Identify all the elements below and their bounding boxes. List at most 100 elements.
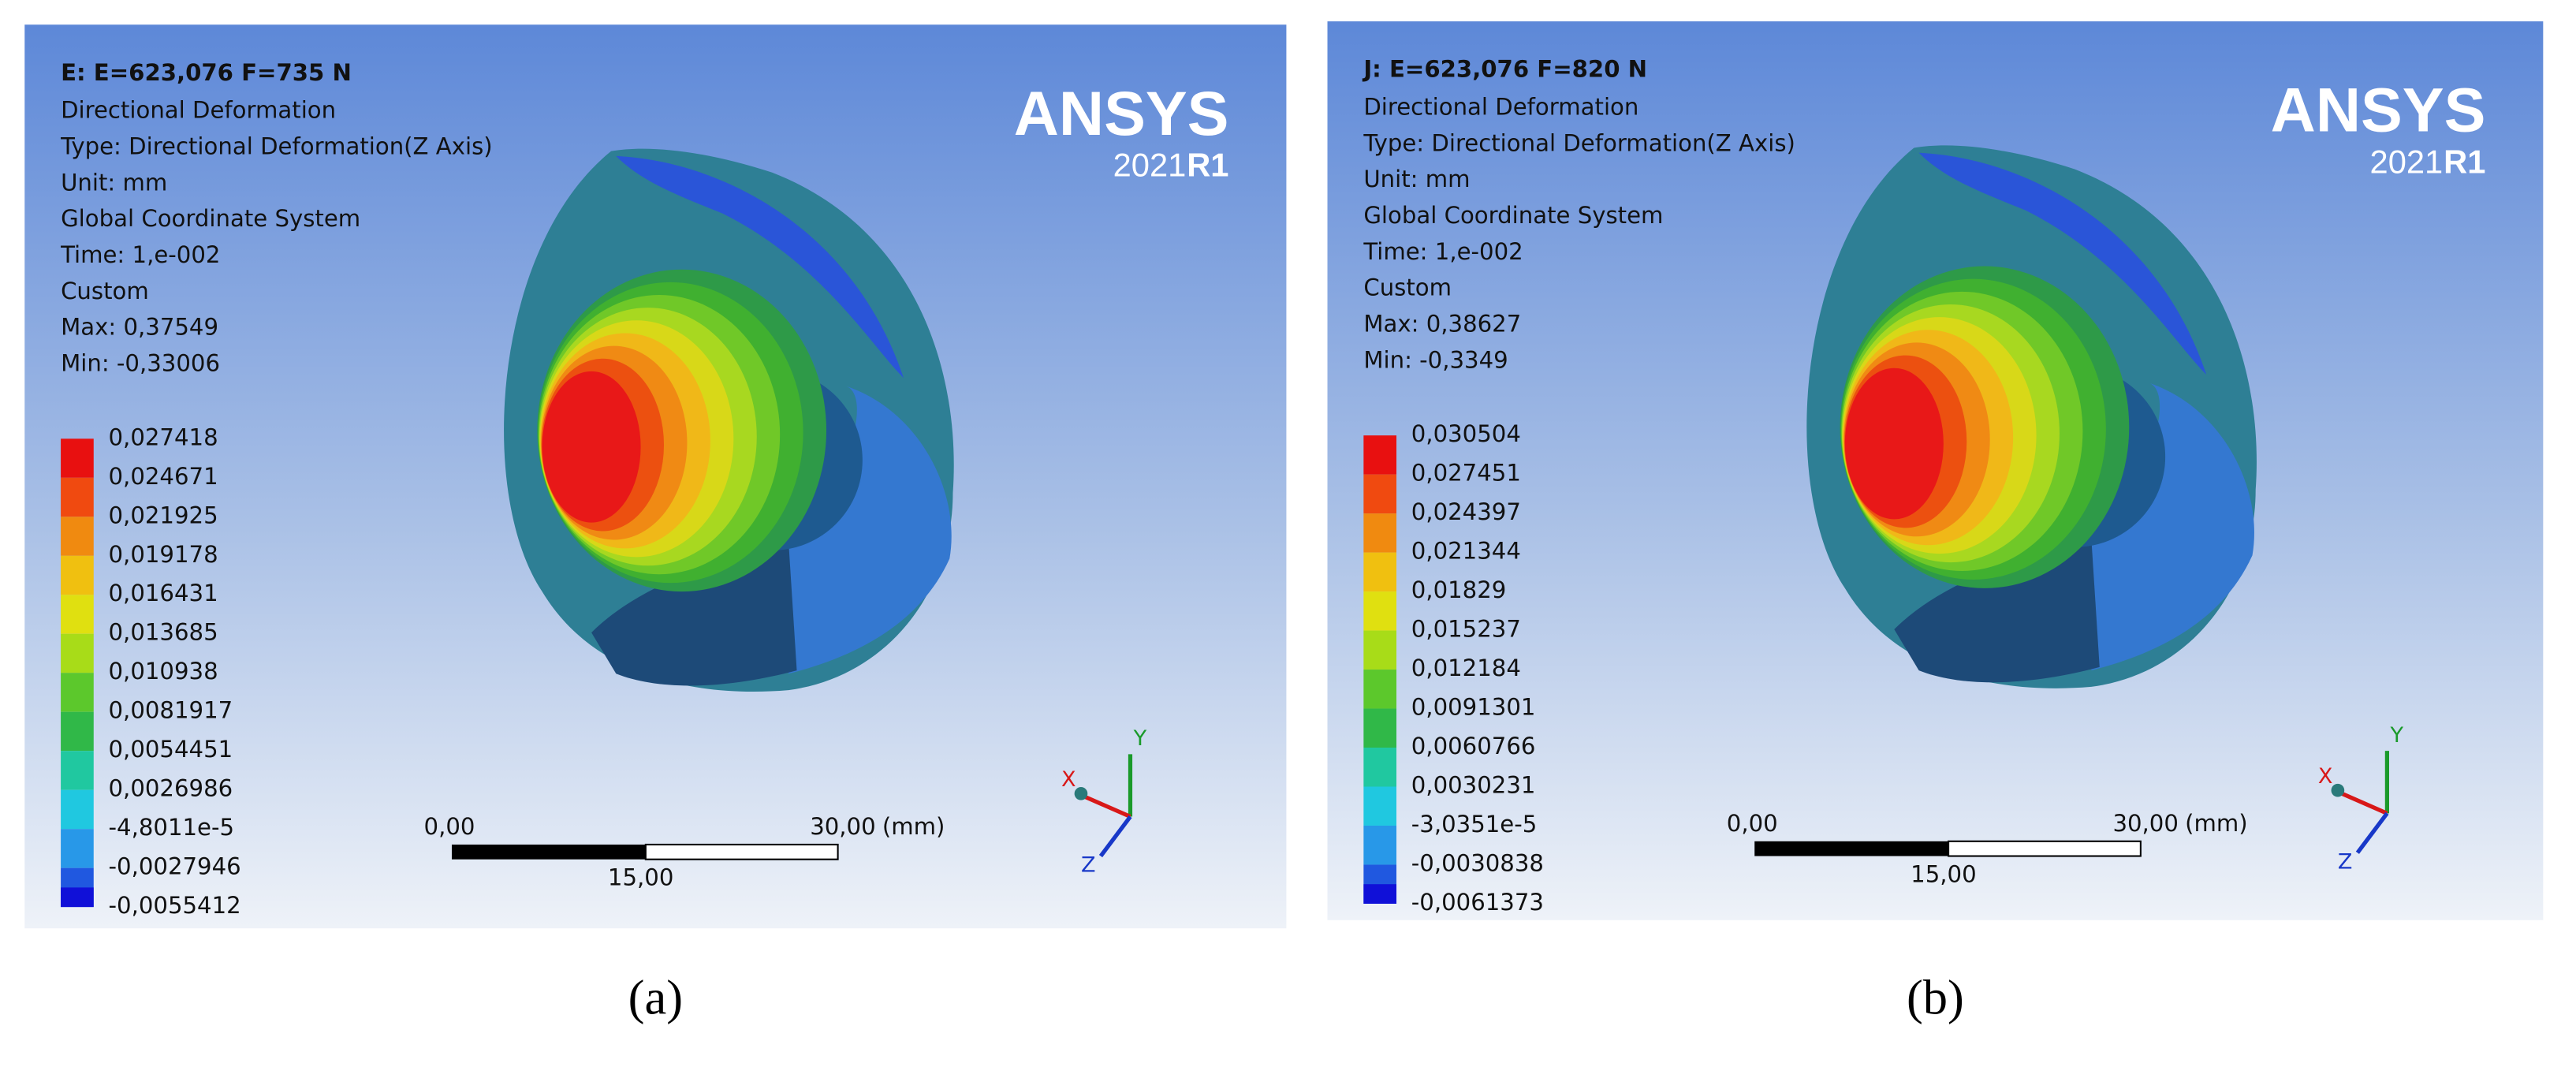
model xyxy=(504,148,954,692)
result-info: Min: -0,3349 xyxy=(1363,346,1508,373)
result-info: Global Coordinate System xyxy=(61,205,360,232)
scale-bar-black xyxy=(451,844,646,860)
legend-swatch xyxy=(61,595,94,634)
scale-mid: 15,00 xyxy=(1911,861,1976,888)
result-info: Min: -0,33006 xyxy=(61,350,220,377)
legend-swatch xyxy=(1363,513,1397,553)
scale-mid: 15,00 xyxy=(608,864,673,891)
triad-y-label: Y xyxy=(2390,723,2404,748)
scale-bar-white xyxy=(1948,840,2142,857)
result-info: Time: 1,e-002 xyxy=(60,241,220,268)
panel: J: E=623,076 F=820 N Directional Deformat… xyxy=(1327,21,2544,1024)
result-info: Unit: mm xyxy=(61,169,167,196)
legend-label: 0,0026986 xyxy=(109,775,233,802)
triad-origin xyxy=(1074,787,1088,800)
model-wedge xyxy=(591,542,797,686)
model-cap xyxy=(788,386,952,674)
legend-label: 0,01829 xyxy=(1411,576,1507,603)
legend-label: -0,0061373 xyxy=(1411,889,1544,916)
result-info: Global Coordinate System xyxy=(1363,202,1663,229)
legend-label: 0,0060766 xyxy=(1411,733,1536,759)
result-info: Max: 0,37549 xyxy=(61,314,218,341)
legend-swatch xyxy=(1363,552,1397,592)
panel-caption: (b) xyxy=(1907,969,1964,1024)
contour-band xyxy=(1844,367,1944,520)
legend-label: 0,012184 xyxy=(1411,655,1521,681)
legend-swatch xyxy=(1363,825,1397,865)
triad-x xyxy=(1076,791,1131,819)
legend-label: -4,8011e-5 xyxy=(109,814,235,841)
model-rim xyxy=(1918,152,2207,375)
legend-label: 0,015237 xyxy=(1411,616,1521,643)
result-info: Type: Directional Deformation(Z Axis) xyxy=(1363,129,1795,156)
triad-z-label: Z xyxy=(2338,849,2353,874)
result-info: Custom xyxy=(1363,274,1452,301)
panel: E: E=623,076 F=735 N Directional Deformat… xyxy=(24,24,1287,1024)
legend-swatch xyxy=(61,555,94,595)
model xyxy=(1806,145,2257,688)
panel-caption: (a) xyxy=(628,969,683,1024)
legend-swatch xyxy=(61,711,94,752)
triad-z xyxy=(1098,815,1132,858)
legend-label: -0,0027946 xyxy=(109,853,241,880)
legend-label: 0,0091301 xyxy=(1411,694,1536,721)
logo-release: R1 xyxy=(2444,143,2485,180)
result-title: E: E=623,076 F=735 N xyxy=(61,59,352,86)
legend-label: 0,024397 xyxy=(1411,498,1521,525)
legend-label: 0,016431 xyxy=(109,580,218,606)
legend-swatch xyxy=(61,829,94,868)
legend-label: 0,0081917 xyxy=(109,697,233,724)
legend-swatch xyxy=(1363,474,1397,514)
legend-label: 0,019178 xyxy=(109,541,218,568)
triad-z xyxy=(2355,811,2389,854)
scale-unit: (mm) xyxy=(2185,810,2248,837)
triad-y-label: Y xyxy=(1133,726,1147,751)
legend-label: -3,0351e-5 xyxy=(1411,811,1538,838)
legend-label: 0,021344 xyxy=(1411,538,1521,565)
legend-swatch xyxy=(61,633,94,673)
legend-swatch xyxy=(61,517,94,556)
result-info: Type: Directional Deformation(Z Axis) xyxy=(60,133,493,160)
logo-year: 2021 xyxy=(2370,143,2444,180)
triad-x xyxy=(2333,788,2388,815)
legend-swatch xyxy=(61,751,94,790)
legend-swatch xyxy=(1363,670,1397,709)
scale-end: 30,00 xyxy=(2112,810,2178,837)
legend-label: 0,013685 xyxy=(109,619,218,646)
result-info: Directional Deformation xyxy=(61,97,336,124)
legend-swatch xyxy=(1363,708,1397,748)
legend-swatch xyxy=(61,477,94,517)
scale-bar-black xyxy=(1754,841,1949,856)
contour-band xyxy=(542,371,641,523)
scale-bar-white xyxy=(644,843,839,860)
legend-label: 0,010938 xyxy=(109,658,218,685)
logo-name: ANSYS xyxy=(2271,75,2486,145)
result-info: Unit: mm xyxy=(1363,166,1470,192)
result-title: J: E=623,076 F=820 N xyxy=(1362,56,1647,83)
triad-z-label: Z xyxy=(1081,853,1096,878)
legend-label: -0,0055412 xyxy=(109,892,241,919)
triad-x-label: X xyxy=(2318,764,2333,789)
triad-origin xyxy=(2331,783,2345,797)
legend-swatch xyxy=(1363,591,1397,631)
legend-label: -0,0030838 xyxy=(1411,849,1544,876)
result-info: Custom xyxy=(61,278,149,304)
legend-label: 0,024671 xyxy=(109,463,218,490)
result-info: Time: 1,e-002 xyxy=(1363,238,1523,265)
scale-start: 0,00 xyxy=(1727,810,1778,837)
logo-name: ANSYS xyxy=(1014,78,1229,148)
legend-swatch xyxy=(1363,435,1397,475)
legend-last-swatch xyxy=(1363,884,1397,904)
scale-end: 30,00 xyxy=(810,813,875,840)
triad-x-label: X xyxy=(1061,767,1076,792)
legend-label: 0,0054451 xyxy=(109,736,233,763)
legend-swatch xyxy=(61,673,94,712)
logo-year: 2021 xyxy=(1113,147,1187,184)
model-rim xyxy=(616,155,904,379)
legend-label: 0,030504 xyxy=(1411,420,1521,447)
legend-swatch xyxy=(61,789,94,830)
result-info: Directional Deformation xyxy=(1363,94,1638,121)
legend-label: 0,027451 xyxy=(1411,460,1521,487)
legend-swatch xyxy=(61,438,94,478)
